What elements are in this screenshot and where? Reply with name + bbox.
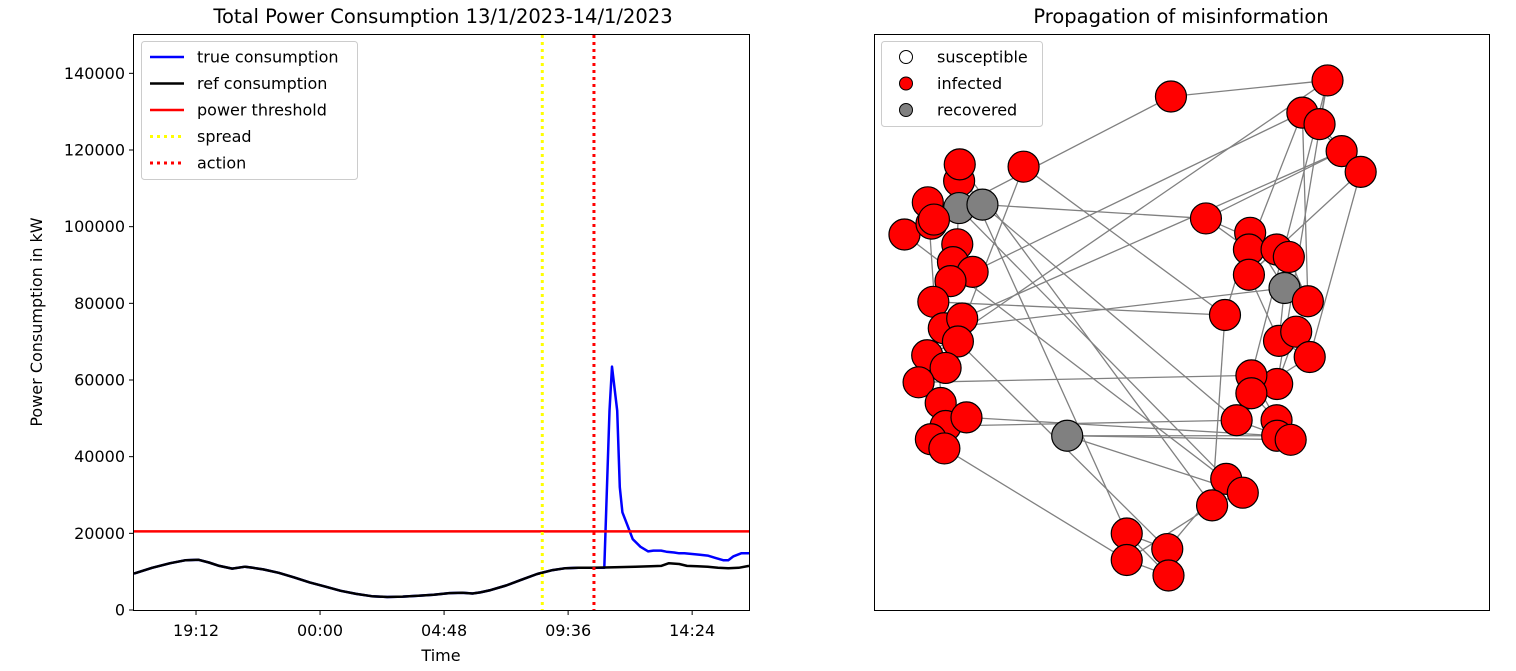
network-node-recovered: [1051, 419, 1084, 452]
network-node-infected: [1152, 559, 1185, 592]
network-node-infected: [1291, 285, 1324, 318]
network-edge: [926, 79, 1328, 356]
network-edge: [1170, 79, 1328, 98]
y-axis-label: Power Consumption in kW: [27, 217, 46, 426]
x-tick-label: 19:12: [173, 621, 219, 640]
legend-label: true consumption: [197, 48, 339, 67]
network-edge: [1126, 504, 1213, 561]
network-node-infected: [928, 432, 961, 465]
network-frame: [874, 34, 1490, 611]
network-node-infected: [1208, 298, 1242, 332]
network-edge: [982, 203, 1206, 220]
network-edge: [1301, 112, 1309, 302]
legend-box: [881, 41, 1043, 127]
network-edge: [959, 164, 1128, 534]
network-node-infected: [1344, 155, 1377, 188]
network-edge: [918, 374, 1252, 383]
network-node-infected: [1226, 476, 1259, 509]
network-node-infected: [1220, 404, 1253, 437]
legend-marker: [899, 76, 913, 91]
network-edge: [972, 112, 1303, 273]
axes-frame: [133, 34, 750, 611]
network-edge: [943, 287, 1285, 329]
network-node-infected: [917, 203, 951, 236]
y-tick-label: 60000: [74, 371, 125, 390]
network-edge: [959, 163, 1213, 506]
network-node-infected: [1280, 315, 1313, 348]
network-node-infected: [1235, 377, 1268, 410]
y-tick-label: 100000: [64, 217, 125, 236]
network-edge: [1023, 166, 1226, 316]
series-ref-consumption: [133, 558, 750, 599]
y-tick-label: 80000: [74, 294, 125, 313]
network-node-infected: [1293, 340, 1326, 374]
network-edge: [933, 301, 1226, 316]
power-consumption-chart: Total Power Consumption 13/1/2023-14/1/2…: [27, 5, 750, 665]
network-edge: [961, 150, 1342, 320]
legend-label: infected: [937, 74, 1002, 93]
network-edge: [945, 419, 1237, 427]
network-node-infected: [1110, 543, 1143, 577]
legend-label: power threshold: [197, 101, 327, 120]
network-node-infected: [941, 325, 974, 358]
network-node-infected: [1232, 258, 1266, 291]
network-node-infected: [943, 148, 976, 181]
network-edge: [944, 447, 1128, 561]
y-tick-label: 0: [115, 601, 125, 620]
legend: true consumption ref consumption power thr…: [141, 41, 358, 180]
network-node-infected: [929, 351, 962, 385]
y-tick-label: 20000: [74, 524, 125, 543]
legend-label: ref consumption: [197, 74, 327, 93]
x-tick-label: 00:00: [297, 621, 343, 640]
network-node-infected: [888, 218, 921, 251]
network-node-infected: [1303, 108, 1336, 141]
network-edge: [966, 416, 1278, 437]
network-edge: [1309, 171, 1362, 358]
network-node-infected: [1154, 80, 1188, 113]
legend-label: spread: [197, 127, 252, 146]
network-node-infected: [1274, 423, 1307, 456]
network-edge: [982, 204, 1238, 421]
network-title: Propagation of misinformation: [1033, 5, 1328, 28]
y-tick-label: 140000: [64, 64, 125, 83]
plot-area: [133, 35, 750, 610]
x-tick-label: 14:24: [669, 621, 715, 640]
chart-title: Total Power Consumption 13/1/2023-14/1/2…: [212, 5, 672, 28]
network-node-infected: [1195, 489, 1229, 522]
network-node-infected: [902, 366, 935, 399]
misinformation-network: Propagation of misinformation susceptibl…: [874, 5, 1490, 611]
network-legend: susceptible infected recovered: [881, 41, 1043, 127]
network-node-infected: [1189, 202, 1223, 235]
network-node-infected: [1007, 150, 1040, 183]
network-node-infected: [1325, 135, 1358, 168]
network-node-infected: [1272, 240, 1305, 274]
network-node-infected: [950, 401, 983, 434]
legend-label: action: [197, 154, 246, 173]
legend-box: [141, 41, 358, 180]
legend-label: recovered: [937, 101, 1017, 120]
legend-label: susceptible: [937, 48, 1028, 67]
legend-marker: [899, 50, 913, 64]
y-axis: 0 20000 40000 60000 80000 100000 120000 140000: [64, 64, 134, 620]
legend-marker: [899, 103, 913, 117]
y-tick-label: 40000: [74, 447, 125, 466]
x-axis-label: Time: [420, 646, 460, 665]
series-true-consumption: [133, 365, 749, 599]
x-tick-label: 04:48: [421, 621, 467, 640]
y-tick-label: 120000: [64, 141, 125, 160]
network-node-recovered: [966, 188, 999, 221]
x-axis: 19:12 00:00 04:48 09:36 14:24: [173, 610, 715, 640]
network-edge: [1067, 435, 1291, 441]
x-tick-label: 09:36: [545, 621, 591, 640]
network-nodes: [888, 64, 1377, 592]
network-node-infected: [1311, 64, 1344, 97]
